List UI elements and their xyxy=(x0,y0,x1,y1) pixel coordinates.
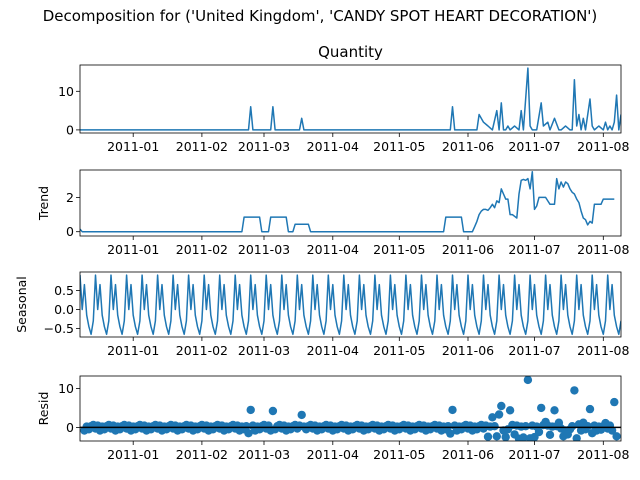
x-tick-label: 2011-08 xyxy=(577,139,629,154)
plot-area xyxy=(80,274,621,336)
x-tick-label: 2011-04 xyxy=(307,242,359,257)
y-axis-label: Trend xyxy=(36,186,51,221)
x-tick-label: 2011-01 xyxy=(107,343,159,358)
resid-point xyxy=(446,429,455,438)
x-tick-label: 2011-06 xyxy=(442,447,494,462)
x-tick-label: 2011-06 xyxy=(442,242,494,257)
resid-point xyxy=(242,422,251,431)
x-tick-label: 2011-02 xyxy=(176,139,228,154)
resid-point xyxy=(519,433,528,441)
resid-point xyxy=(570,386,579,395)
x-tick-label: 2011-04 xyxy=(307,343,359,358)
resid-point xyxy=(443,422,453,431)
resid-point xyxy=(492,432,501,441)
x-tick-label: 2011-05 xyxy=(373,343,425,358)
panel-resid: Resid 2011-01 2011-02 2011-03 2011-04 2011-05… xyxy=(36,375,629,462)
resid-point xyxy=(505,406,515,415)
observed-line xyxy=(80,67,621,131)
x-tick-label: 2011-08 xyxy=(577,447,629,462)
plot-area xyxy=(80,376,621,441)
resid-point xyxy=(568,422,577,431)
resid-point xyxy=(588,429,597,438)
resid-point xyxy=(607,426,617,435)
plot-area xyxy=(80,170,615,233)
x-tick-label: 2011-03 xyxy=(238,447,290,462)
resid-point xyxy=(550,406,559,415)
x-tick-label: 2011-07 xyxy=(508,139,560,154)
x-tick-label: 2011-08 xyxy=(577,242,629,257)
x-tick-label: 2011-02 xyxy=(176,447,228,462)
x-tick-label: 2011-02 xyxy=(176,343,228,358)
x-tick-label: 2011-05 xyxy=(373,242,425,257)
resid-point xyxy=(610,397,619,407)
y-tick-label: 10 xyxy=(58,84,74,99)
panel-seasonal: Seasonal 2011-01 2011-02 2011-03 2011-04 2011… xyxy=(14,271,629,358)
x-tick-label: 2011-06 xyxy=(442,139,494,154)
resid-point xyxy=(572,434,581,441)
axes-frame xyxy=(79,375,622,442)
seasonal-line xyxy=(80,274,621,336)
y-tick-label: 10 xyxy=(58,381,74,396)
axes-frame xyxy=(79,169,622,237)
x-tick-label: 2011-05 xyxy=(373,139,425,154)
panel-observed: Quantity 2011-01 2011-02 2011-03 2011-04 2011… xyxy=(58,43,629,154)
resid-point xyxy=(490,422,499,431)
panels: Quantity 2011-01 2011-02 2011-03 2011-04 2011… xyxy=(14,43,629,462)
y-tick-label: 0.5 xyxy=(54,283,74,298)
resid-point xyxy=(585,404,595,414)
resid-point xyxy=(501,432,510,441)
y-tick-label: 0 xyxy=(66,224,74,239)
y-axis-label: Resid xyxy=(36,392,51,426)
resid-point xyxy=(448,405,457,415)
y-tick-label: 2 xyxy=(66,190,74,205)
x-tick-label: 2011-04 xyxy=(307,139,359,154)
x-tick-label: 2011-01 xyxy=(107,139,159,154)
x-tick-label: 2011-01 xyxy=(107,242,159,257)
plot-area xyxy=(80,67,621,131)
figure-suptitle: Decomposition for ('United Kingdom', 'CA… xyxy=(43,7,598,25)
resid-point xyxy=(483,432,493,441)
resid-point xyxy=(523,376,533,385)
axes-frame xyxy=(79,271,622,338)
resid-point xyxy=(268,406,278,416)
x-tick-label: 2011-07 xyxy=(508,343,560,358)
y-axis-label: Seasonal xyxy=(14,276,29,333)
resid-point xyxy=(579,418,588,427)
x-tick-label: 2011-08 xyxy=(577,343,629,358)
y-tick-label: 0.0 xyxy=(54,302,74,317)
resid-point xyxy=(554,418,564,427)
x-tick-label: 2011-03 xyxy=(238,139,290,154)
resid-point xyxy=(521,422,530,431)
y-tick-label: 0 xyxy=(66,420,74,435)
trend-line xyxy=(80,170,615,233)
resid-point xyxy=(545,430,555,439)
resid-point xyxy=(534,427,544,437)
resid-point xyxy=(601,418,610,428)
x-tick-label: 2011-07 xyxy=(508,242,560,257)
x-tick-label: 2011-03 xyxy=(238,242,290,257)
panel-title: Quantity xyxy=(318,43,383,61)
resid-point xyxy=(244,429,253,438)
resid-point xyxy=(612,432,621,441)
resid-point xyxy=(297,410,306,420)
y-tick-label: 0 xyxy=(66,122,74,137)
x-tick-label: 2011-02 xyxy=(176,242,228,257)
x-tick-label: 2011-05 xyxy=(373,447,425,462)
x-tick-label: 2011-01 xyxy=(107,447,159,462)
resid-point xyxy=(497,401,506,411)
resid-point xyxy=(537,403,546,413)
x-tick-label: 2011-06 xyxy=(442,343,494,358)
resid-point xyxy=(246,405,255,415)
resid-point xyxy=(541,417,550,427)
x-tick-label: 2011-03 xyxy=(238,343,290,358)
y-tick-label: −0.5 xyxy=(44,321,74,336)
x-tick-label: 2011-07 xyxy=(508,447,560,462)
resid-point xyxy=(488,413,497,422)
axes-frame xyxy=(79,64,622,134)
resid-point xyxy=(563,430,572,439)
x-tick-label: 2011-04 xyxy=(307,447,359,462)
resid-point xyxy=(494,410,504,419)
panel-trend: Trend 2011-01 2011-02 2011-03 2011-04 2011-05… xyxy=(36,169,629,257)
